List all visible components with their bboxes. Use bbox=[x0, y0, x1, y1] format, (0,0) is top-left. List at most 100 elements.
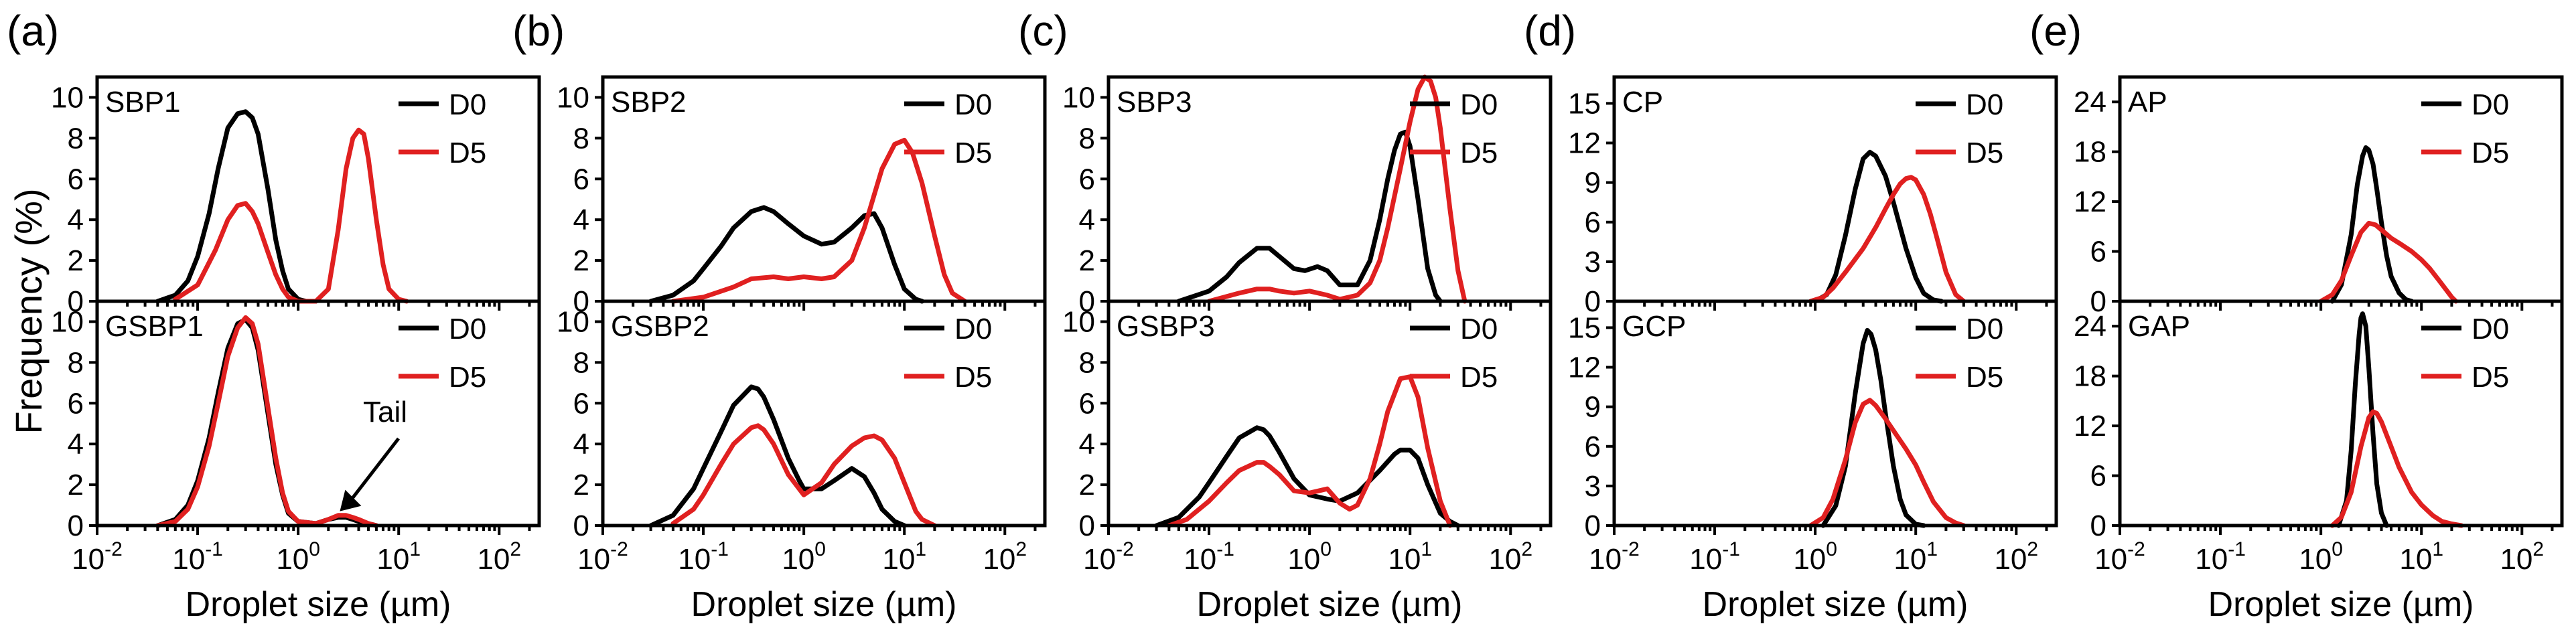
sample-label: GSBP1 bbox=[105, 310, 204, 343]
legend-label-d5: D5 bbox=[1460, 361, 1498, 394]
y-tick-label: 12 bbox=[1568, 351, 1601, 384]
chart-gcp: 0 3 6 9 12 15 10-2 10-1 100 101 102 Droplet size (µ… bbox=[1568, 299, 2058, 624]
series-line-d5 bbox=[670, 423, 937, 528]
x-tick-label: 100 bbox=[2299, 538, 2343, 576]
x-tick-label: 102 bbox=[1488, 538, 1532, 576]
y-tick-label: 15 bbox=[1568, 311, 1601, 344]
legend-label-d0: D0 bbox=[954, 88, 992, 121]
y-tick-label: 8 bbox=[573, 346, 589, 379]
sample-label: SBP2 bbox=[611, 86, 687, 118]
y-tick-label: 4 bbox=[68, 204, 84, 236]
x-tick-label: 10-1 bbox=[2195, 538, 2246, 576]
chart-gsbp3: 0 2 4 6 8 10 10-2 10-1 100 101 102 Droplet size (µm… bbox=[1062, 299, 1553, 624]
y-tick-label: 6 bbox=[1585, 430, 1601, 463]
panel-letter: (d) bbox=[1524, 7, 1576, 55]
x-tick-label: 102 bbox=[477, 538, 521, 576]
y-tick-label: 12 bbox=[1568, 127, 1601, 160]
y-tick-label: 0 bbox=[1585, 509, 1601, 542]
y-tick-label: 12 bbox=[2074, 185, 2106, 218]
x-tick-label: 101 bbox=[1893, 538, 1938, 576]
x-axis-label: Droplet size (µm) bbox=[1197, 585, 1463, 624]
y-tick-label: 24 bbox=[2074, 310, 2106, 343]
plot-frame bbox=[1612, 299, 2058, 528]
x-tick-label: 10-2 bbox=[2094, 538, 2145, 576]
chart-ap: (e) 0 6 12 18 24 AP D0 D5 bbox=[2029, 7, 2564, 318]
legend-label-d5: D5 bbox=[1460, 137, 1498, 169]
x-tick-label: 102 bbox=[2500, 538, 2544, 576]
sample-label: SBP3 bbox=[1117, 86, 1192, 118]
y-tick-label: 10 bbox=[557, 81, 589, 114]
legend-label-d0: D0 bbox=[1966, 88, 2003, 121]
chart-cp: (d) 0 3 6 9 12 15 CP D0 D5 bbox=[1524, 7, 2058, 318]
x-tick-label: 102 bbox=[1994, 538, 2038, 576]
y-tick-label: 4 bbox=[68, 428, 84, 461]
y-tick-label: 3 bbox=[1585, 246, 1601, 279]
x-tick-label: 100 bbox=[1287, 538, 1332, 576]
y-tick-label: 2 bbox=[68, 244, 84, 277]
y-tick-label: 2 bbox=[1079, 244, 1095, 277]
series-line-d5 bbox=[670, 137, 968, 304]
x-tick-label: 10-1 bbox=[678, 538, 729, 576]
plot-frame bbox=[95, 299, 541, 528]
legend-label-d5: D5 bbox=[954, 361, 992, 394]
x-axis-label: Droplet size (µm) bbox=[186, 585, 451, 624]
series-line-d0 bbox=[648, 205, 925, 304]
chart-gap: 0 6 12 18 24 10-2 10-1 100 101 102 Droplet size (µ… bbox=[2074, 299, 2564, 624]
series-line-d5 bbox=[1206, 74, 1468, 304]
legend-label-d0: D0 bbox=[954, 313, 992, 345]
sample-label: GSBP3 bbox=[1117, 310, 1215, 343]
series-line-d0 bbox=[155, 317, 379, 528]
plot-frame bbox=[2118, 299, 2564, 528]
y-tick-label: 3 bbox=[1585, 470, 1601, 503]
y-tick-label: 6 bbox=[1079, 387, 1095, 420]
y-tick-label: 0 bbox=[68, 285, 84, 318]
series-line-d0 bbox=[2336, 311, 2389, 528]
y-tick-label: 8 bbox=[1079, 346, 1095, 379]
series-line-d0 bbox=[1154, 425, 1461, 528]
series-line-d5 bbox=[1808, 175, 1966, 304]
y-tick-label: 10 bbox=[51, 305, 84, 338]
y-tick-label: 10 bbox=[1062, 305, 1095, 338]
y-tick-label: 0 bbox=[573, 509, 589, 542]
legend-label-d5: D5 bbox=[2472, 137, 2509, 169]
y-tick-label: 2 bbox=[68, 469, 84, 501]
panel-letter: (b) bbox=[512, 7, 565, 55]
sample-label: GAP bbox=[2128, 310, 2190, 343]
legend-label-d0: D0 bbox=[1460, 88, 1498, 121]
panel-letter: (c) bbox=[1018, 7, 1068, 55]
y-tick-label: 0 bbox=[68, 509, 84, 542]
y-tick-label: 0 bbox=[1079, 509, 1095, 542]
y-tick-label: 15 bbox=[1568, 87, 1601, 120]
series-line-d5 bbox=[2318, 220, 2459, 304]
y-tick-label: 10 bbox=[51, 81, 84, 114]
sample-label: SBP1 bbox=[105, 86, 181, 118]
series-line-d0 bbox=[1820, 327, 1926, 528]
series-line-d0 bbox=[2330, 145, 2415, 304]
x-tick-label: 100 bbox=[782, 538, 826, 576]
series-line-d0 bbox=[155, 109, 319, 304]
sample-label: CP bbox=[1622, 86, 1663, 118]
y-tick-label: 0 bbox=[1079, 285, 1095, 318]
y-tick-label: 18 bbox=[2074, 360, 2106, 393]
x-tick-label: 10-1 bbox=[1184, 538, 1234, 576]
legend-label-d0: D0 bbox=[1966, 313, 2003, 345]
series-line-d0 bbox=[1176, 129, 1443, 304]
y-tick-label: 0 bbox=[2090, 285, 2106, 318]
x-tick-label: 100 bbox=[1793, 538, 1837, 576]
y-tick-label: 0 bbox=[2090, 509, 2106, 542]
x-tick-label: 10-1 bbox=[1689, 538, 1740, 576]
y-tick-label: 9 bbox=[1585, 167, 1601, 200]
x-tick-label: 101 bbox=[882, 538, 926, 576]
x-tick-label: 10-2 bbox=[1083, 538, 1134, 576]
x-tick-label: 101 bbox=[376, 538, 421, 576]
y-tick-label: 8 bbox=[68, 122, 84, 155]
x-axis-label: Droplet size (µm) bbox=[1703, 585, 1969, 624]
legend-label-d0: D0 bbox=[449, 313, 486, 345]
tail-annotation: Tail bbox=[363, 396, 407, 428]
tail-arrow-shaft bbox=[349, 437, 400, 502]
plot-frame bbox=[601, 299, 1047, 528]
y-tick-label: 18 bbox=[2074, 136, 2106, 169]
x-tick-label: 101 bbox=[1388, 538, 1432, 576]
y-axis-label: Frequency (%) bbox=[7, 188, 50, 434]
